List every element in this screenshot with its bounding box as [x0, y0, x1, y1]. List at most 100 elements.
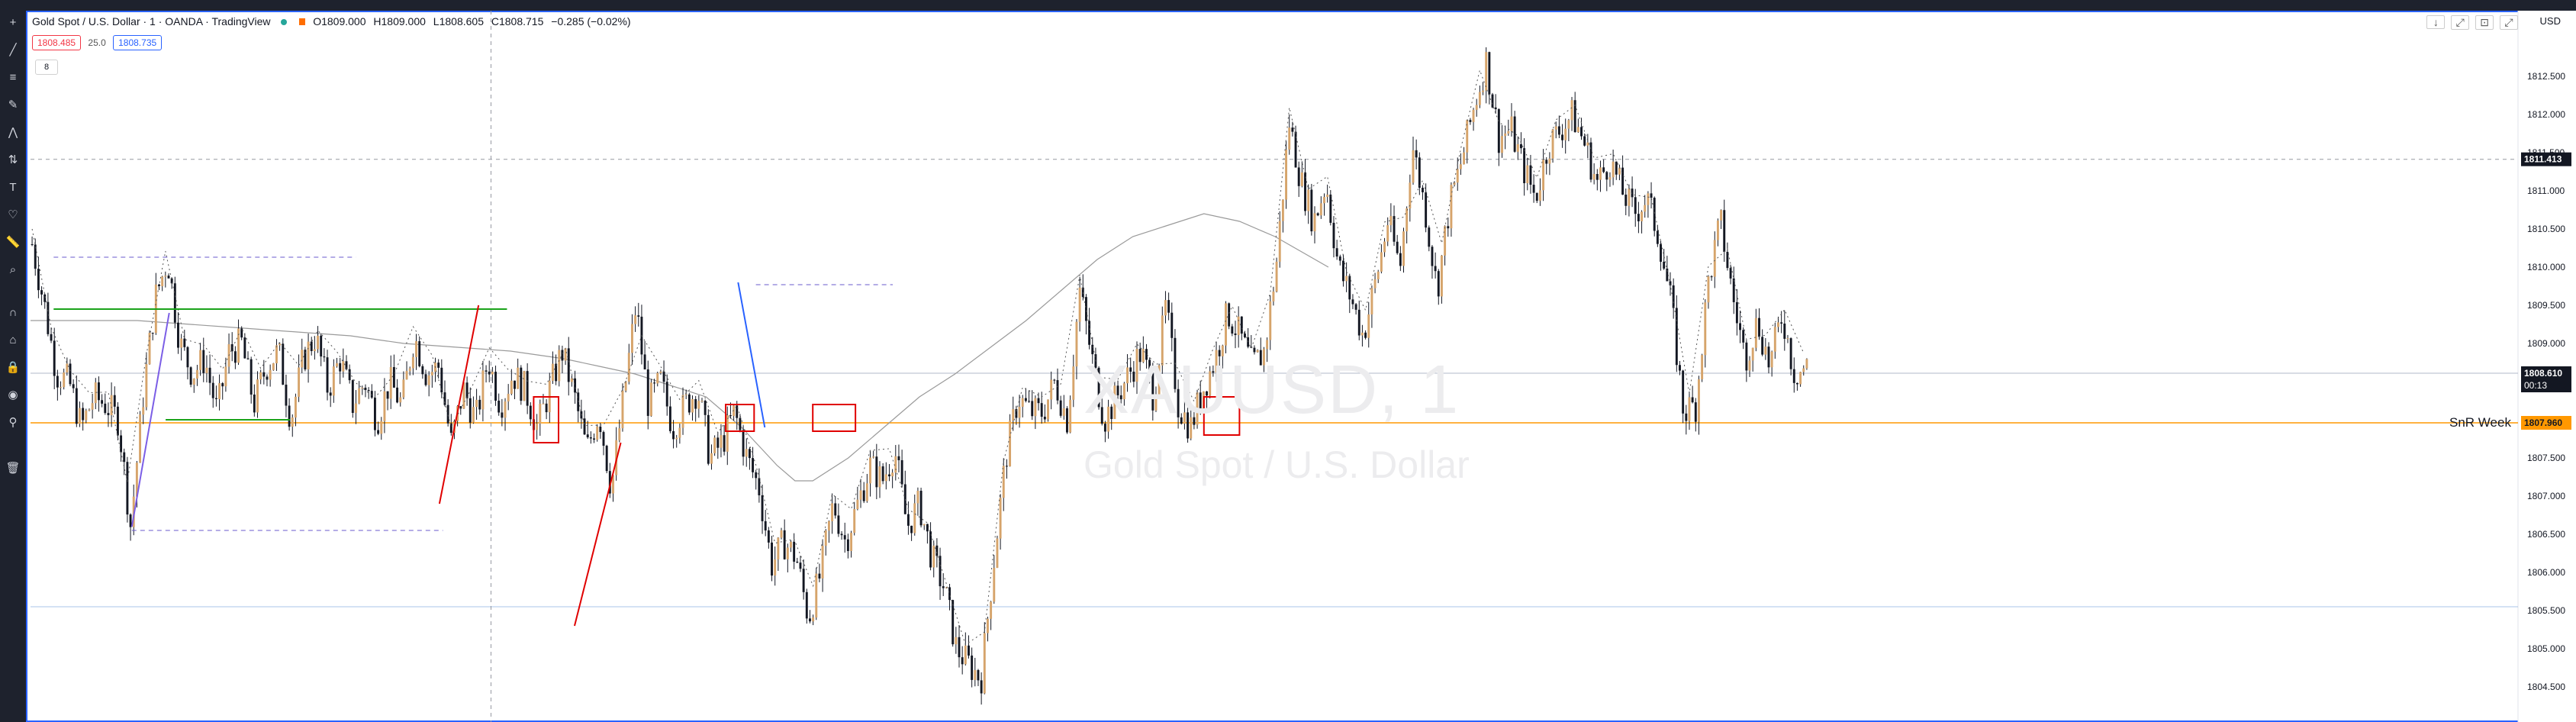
candle-body	[389, 367, 392, 399]
candle-body	[618, 428, 621, 440]
candle-body	[646, 369, 649, 416]
text-icon[interactable]: T	[9, 181, 17, 194]
candle-body	[307, 341, 310, 370]
candle-body	[853, 509, 856, 533]
zoom-icon[interactable]: ⌕	[9, 263, 17, 276]
candle-body	[40, 290, 43, 295]
candle-body	[999, 498, 1002, 539]
brush-icon[interactable]: ✎	[8, 98, 18, 111]
prediction-icon[interactable]: ⇅	[8, 153, 18, 166]
expand-icon[interactable]: ⤢	[2451, 15, 2470, 30]
candle-body	[34, 244, 37, 269]
heart-icon[interactable]: ♡	[8, 208, 18, 221]
countdown-tag: 00:13	[2524, 380, 2547, 391]
candle-body	[1478, 92, 1481, 105]
currency-selector[interactable]: USD	[2539, 15, 2561, 27]
candle-body	[1586, 142, 1589, 146]
flag-icon[interactable]	[299, 18, 306, 25]
lock-icon[interactable]: 🔒	[5, 361, 21, 374]
candle-body	[1335, 248, 1338, 257]
candle-body	[279, 343, 282, 346]
candle-body	[1244, 334, 1246, 337]
candle-body	[596, 426, 599, 440]
candle-body	[1526, 165, 1529, 184]
candle-body	[1444, 226, 1447, 256]
eye-icon[interactable]: ◉	[8, 388, 18, 401]
ohlc-change: −0.285 (−0.02%)	[551, 15, 631, 27]
candle-body	[288, 405, 291, 427]
candle-body	[786, 547, 789, 559]
candle-body	[1024, 398, 1027, 401]
symbol-name-watermark: Gold Spot / U.S. Dollar	[1084, 443, 1470, 486]
candle-body	[716, 437, 720, 448]
candle-body	[818, 573, 821, 579]
candle-body	[1262, 349, 1265, 366]
candle-body	[1345, 276, 1348, 282]
candle-body	[1075, 321, 1078, 367]
candle-body	[1199, 392, 1202, 409]
symbol-title[interactable]: Gold Spot / U.S. Dollar · 1 · OANDA · Tr…	[32, 15, 271, 27]
candle-body	[1047, 399, 1049, 420]
trash-icon[interactable]: 🗑	[5, 462, 21, 475]
candle-body	[1316, 213, 1319, 216]
candle-body	[481, 370, 485, 410]
candle-body	[1360, 332, 1364, 336]
candle-body	[56, 376, 59, 388]
y-tick-label: 1805.000	[2527, 643, 2565, 654]
candle-body	[1081, 287, 1084, 298]
candle-body	[955, 637, 958, 645]
candle-body	[662, 371, 665, 382]
candle-body	[906, 514, 910, 526]
fullscreen-icon[interactable]: ⤢	[2500, 15, 2518, 30]
cursor-icon[interactable]: +	[9, 16, 17, 29]
candle-body	[82, 408, 85, 421]
candle-body	[1748, 360, 1751, 371]
candle-body	[1542, 160, 1545, 191]
candle-body	[211, 382, 214, 398]
chart-pane[interactable]	[26, 11, 2576, 722]
buy-price-button[interactable]: 1808.735	[113, 35, 163, 50]
candle-body	[459, 406, 462, 409]
candle-body	[774, 559, 777, 576]
candle-body	[1116, 385, 1119, 395]
maximize-icon[interactable]: ⊡	[2475, 15, 2494, 30]
candle-body	[971, 655, 974, 680]
candle-body	[1660, 243, 1662, 262]
ruler-icon[interactable]: 📏	[5, 236, 21, 249]
candle-body	[884, 474, 887, 482]
candle-body	[1412, 150, 1415, 183]
candle-body	[1786, 338, 1789, 340]
candle-body	[1126, 367, 1129, 384]
trend-line-icon[interactable]: ╱	[9, 44, 17, 56]
candle-body	[336, 363, 338, 367]
candle-body	[310, 341, 313, 352]
candle-body	[437, 363, 440, 368]
candle-body	[199, 350, 202, 370]
candle-body	[1072, 366, 1075, 400]
candle-body	[1580, 127, 1583, 137]
sell-price-button[interactable]: 1808.485	[32, 35, 82, 50]
candle-body	[1304, 172, 1306, 211]
candle-body	[1218, 350, 1221, 356]
drawing-toolbar	[0, 0, 26, 722]
lock-draw-icon[interactable]: ⌂	[9, 334, 17, 346]
y-tick-label: 1811.000	[2527, 185, 2565, 196]
fib-icon[interactable]: ≡	[9, 71, 17, 84]
link-icon[interactable]: ⚲	[8, 416, 18, 429]
y-tick-label: 1812.000	[2527, 109, 2565, 120]
candle-body	[1761, 337, 1764, 355]
indicators-toggle[interactable]: 8	[35, 60, 58, 75]
candle-body	[377, 430, 380, 434]
candle-body	[564, 348, 567, 361]
pattern-icon[interactable]: ⋀	[8, 126, 18, 139]
candle-body	[1726, 252, 1729, 269]
magnet-icon[interactable]: ∩	[8, 306, 18, 319]
candle-body	[449, 423, 452, 434]
scroll-down-icon[interactable]: ↓	[2426, 15, 2446, 29]
candle-body	[1266, 340, 1269, 350]
y-tick-label: 1810.500	[2527, 224, 2565, 234]
candle-body	[862, 490, 865, 501]
candle-body	[846, 539, 849, 551]
candle-body	[875, 456, 878, 488]
